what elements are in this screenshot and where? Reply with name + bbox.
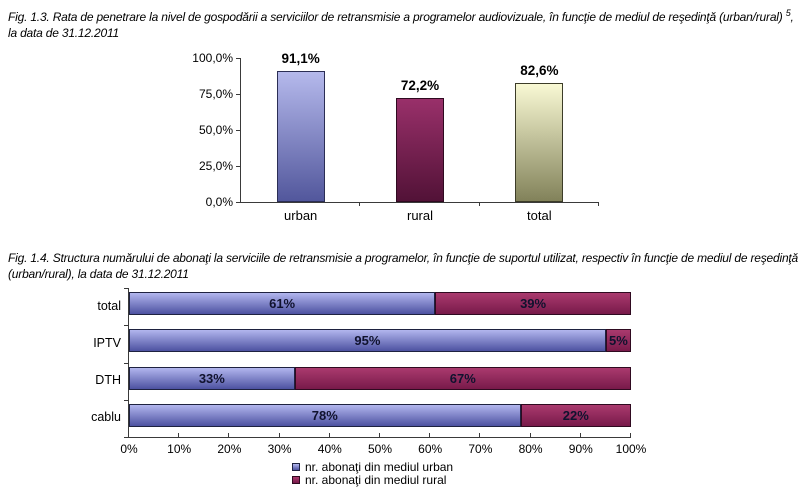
fig14-segment-label: 33%	[198, 371, 225, 386]
fig13-category-label-rural: rural	[406, 208, 433, 223]
fig13-bar-value-rural: 72,2%	[400, 78, 440, 93]
fig14-category-label-cablu: cablu	[91, 410, 121, 424]
fig14-x-tick-label: 60%	[418, 442, 443, 456]
fig14-segment-label: 22%	[562, 408, 589, 423]
fig14-x-tick-label: 0%	[120, 442, 138, 456]
fig14-x-tick-label: 90%	[568, 442, 593, 456]
fig14-y-tick	[124, 287, 129, 289]
fig14-x-tick	[529, 433, 531, 437]
fig13-y-tick	[236, 57, 241, 59]
fig14-x-tick-label: 10%	[167, 442, 192, 456]
fig14-y-tick	[124, 324, 129, 326]
fig14-bar-row-DTH: 33% 67%	[129, 367, 631, 390]
fig13-title-comma: ,	[790, 10, 794, 24]
fig14-x-tick	[178, 433, 180, 437]
fig14-x-tick-label: 40%	[317, 442, 342, 456]
fig14-bar-row-IPTV: 95% 5%	[129, 329, 631, 352]
fig13-category-label-total: total	[527, 208, 552, 223]
urban-swatch-icon	[292, 463, 300, 471]
fig13-bar-rural	[396, 98, 444, 202]
fig14-bar-row-total: 61% 39%	[129, 292, 631, 315]
fig14-segment-label: 67%	[449, 371, 476, 386]
fig14-x-tick-label: 30%	[267, 442, 292, 456]
fig14-legend: nr. abonaţi din mediul urban nr. abonaţi …	[292, 461, 453, 487]
fig14-segment-label: 39%	[520, 296, 547, 311]
fig14-title: Fig. 1.4. Structura numărului de abonaţi…	[8, 250, 798, 282]
fig13-title: Fig. 1.3. Rata de penetrare la nivel de …	[8, 5, 794, 41]
fig14-x-tick-label: 100%	[615, 442, 647, 456]
fig14-segment-urban-IPTV: 95%	[129, 329, 606, 352]
fig14-segment-urban-cablu: 78%	[129, 404, 521, 427]
fig13-bar-urban	[276, 71, 325, 202]
fig14-plot: 61% 39% total 95% 5% IPTV 33% 67% DTH 78% 22% cablu…	[91, 287, 646, 456]
fig14-category-label-DTH: DTH	[95, 373, 121, 387]
fig14-segment-label: 5%	[609, 333, 628, 348]
fig13-x-tick	[478, 202, 480, 206]
fig14-x-tick	[228, 433, 230, 437]
fig14-segment-label: 95%	[354, 333, 381, 348]
fig14-segment-rural-total: 39%	[435, 292, 631, 315]
fig13-y-tick	[236, 129, 241, 131]
fig14-x-tick-label: 80%	[518, 442, 543, 456]
fig14-x-tick	[379, 433, 380, 437]
fig13-bar-value-total: 82,6%	[520, 63, 559, 78]
fig13-bar-value-urban: 91,1%	[281, 51, 320, 66]
fig14-category-label-total: total	[97, 299, 121, 313]
fig14-legend-label: nr. abonaţi din mediul urban	[305, 460, 454, 474]
fig14-segment-urban-DTH: 33%	[129, 367, 295, 390]
fig14-y-tick	[124, 399, 129, 401]
fig13-y-tick-label: 0,0%	[205, 195, 233, 209]
fig14-legend-label: nr. abonaţi din mediul rural	[305, 473, 447, 487]
fig13-x-tick	[598, 202, 599, 206]
fig14-x-tick	[630, 433, 631, 437]
fig13-title-line2: la data de 31.12.2011	[8, 26, 120, 40]
fig14-legend-item-urban: nr. abonaţi din mediul urban	[292, 461, 453, 473]
fig13-y-tick	[236, 201, 241, 203]
fig13-plot: 100,0% 75,0% 50,0% 25,0% 0,0% 91,1% urban 72,2%…	[192, 51, 599, 223]
fig13-category-label-urban: urban	[284, 208, 318, 223]
fig14-x-tick	[278, 433, 280, 437]
fig14-segment-urban-total: 61%	[129, 292, 436, 315]
fig14-y-tick	[124, 436, 129, 438]
fig13-title-line1: Fig. 1.3. Rata de penetrare la nivel de …	[8, 5, 794, 25]
fig14-x-tick-label: 50%	[367, 442, 393, 456]
fig14-x-tick	[579, 433, 581, 437]
fig14-x-tick	[429, 433, 431, 437]
fig14-x-tick-label: 70%	[468, 442, 493, 456]
fig14-bar-row-cablu: 78% 22%	[129, 404, 631, 427]
fig14-title-line1: Fig. 1.4. Structura numărului de abonaţi…	[8, 251, 799, 265]
fig13-title-text: Fig. 1.3. Rata de penetrare la nivel de …	[8, 10, 783, 24]
fig13-y-tick-label: 75,0%	[198, 87, 233, 101]
fig14-x-tick-label: 20%	[217, 442, 242, 456]
fig14-segment-label: 78%	[311, 408, 338, 423]
fig13-y-tick-label: 100,0%	[192, 51, 233, 65]
fig13-x-tick	[359, 202, 361, 206]
fig13-bar-total	[515, 83, 564, 202]
fig14-segment-rural-DTH: 67%	[294, 367, 631, 390]
fig14-y-tick	[124, 362, 129, 364]
fig14-x-tick	[479, 433, 481, 437]
fig13-y-tick-label: 25,0%	[198, 159, 233, 173]
rural-swatch-icon	[292, 476, 300, 484]
fig13-y-tick	[236, 93, 241, 95]
fig14-category-label-IPTV: IPTV	[93, 336, 121, 350]
fig14-segment-rural-cablu: 22%	[520, 404, 631, 427]
fig14-segment-rural-IPTV: 5%	[605, 329, 631, 352]
fig14-x-tick	[328, 433, 330, 437]
fig13-y-tick	[236, 165, 241, 167]
fig13-footnote-ref: 5	[785, 8, 791, 18]
fig13-y-tick-label: 50,0%	[198, 123, 233, 137]
fig14-legend-item-rural: nr. abonaţi din mediul rural	[292, 474, 453, 486]
fig14-segment-label: 61%	[269, 296, 296, 311]
fig14-title-line2: (urban/rural), la data de 31.12.2011	[8, 267, 189, 281]
